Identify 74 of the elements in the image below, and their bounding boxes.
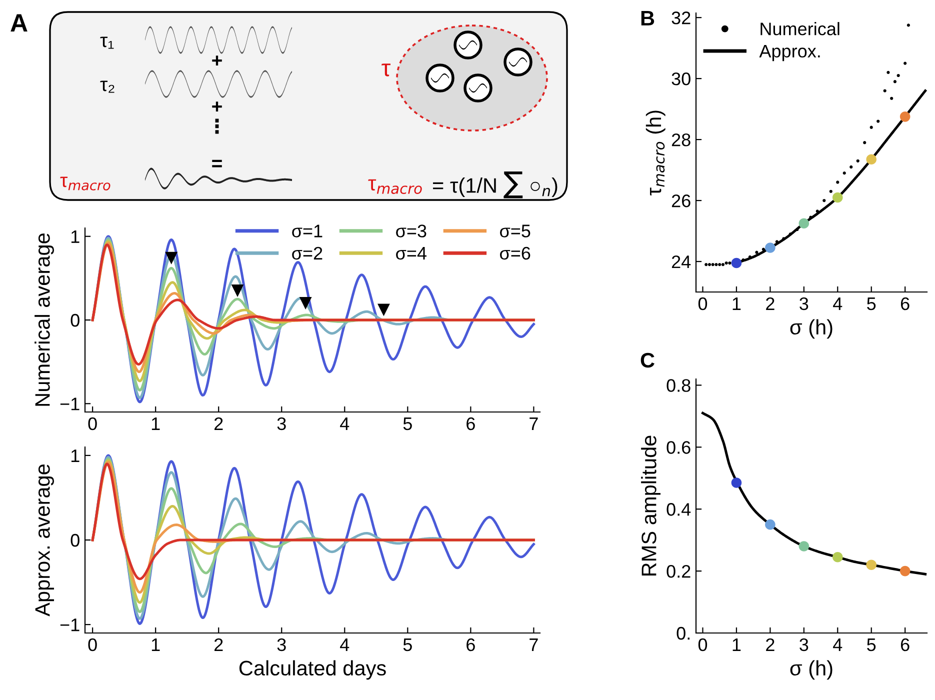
x-tick-label: 3 bbox=[277, 417, 286, 430]
y-axis-title: Approx. average bbox=[35, 464, 54, 616]
y-axis-title: RMS amplitude bbox=[641, 436, 660, 576]
x-tick-label: 2 bbox=[214, 638, 223, 651]
x-tick-label: 7 bbox=[530, 638, 538, 651]
y-tick-label: 26 bbox=[672, 194, 690, 208]
x-tick-label: 7 bbox=[530, 418, 538, 430]
y-tick-label: 0.6 bbox=[666, 441, 690, 454]
text: B bbox=[641, 11, 654, 26]
x-tick-label: 1 bbox=[732, 298, 741, 310]
y-tick-label: 0. bbox=[676, 626, 690, 640]
legend-label: σ=3 bbox=[396, 224, 426, 238]
y-tick-label: 0 bbox=[70, 314, 80, 327]
legend-label: σ=5 bbox=[500, 224, 530, 238]
text: τ$_{macro}$ bbox=[368, 179, 422, 194]
x-tick-label: 2 bbox=[766, 638, 774, 651]
text: ⋮ bbox=[215, 118, 219, 134]
legend-label: σ=1 bbox=[292, 224, 322, 238]
text: τ$_{macro}$ bbox=[60, 176, 110, 190]
x-tick-label: 4 bbox=[340, 418, 350, 430]
legend-label: Approx. bbox=[759, 44, 820, 62]
y-tick-label: 1 bbox=[71, 450, 80, 462]
x-tick-label: 4 bbox=[833, 638, 842, 651]
legend-label: σ=4 bbox=[396, 247, 426, 260]
y-axis-title: τ$_{macro}$ (h) bbox=[646, 110, 666, 196]
x-tick-label: 4 bbox=[833, 298, 842, 310]
text: = bbox=[212, 160, 222, 168]
legend-label: Numerical bbox=[760, 22, 840, 36]
x-tick-label: 0 bbox=[88, 417, 97, 430]
x-tick-label: 0 bbox=[88, 638, 97, 652]
x-tick-label: 6 bbox=[466, 638, 475, 652]
x-tick-label: 1 bbox=[152, 418, 160, 430]
y-tick-label: 30 bbox=[672, 72, 690, 86]
x-tick-label: 3 bbox=[277, 638, 286, 652]
y-tick-label: 1 bbox=[71, 230, 80, 243]
text: τ₂ bbox=[100, 80, 114, 93]
x-axis-title: σ (h) bbox=[790, 319, 832, 339]
x-axis-title: σ (h) bbox=[790, 660, 832, 680]
y-tick-label: 24 bbox=[672, 255, 691, 268]
text: C bbox=[640, 352, 654, 368]
x-tick-label: 6 bbox=[466, 417, 475, 430]
text: = τ(1/N ∑ ○$_{n}$) bbox=[433, 171, 558, 198]
x-tick-label: 6 bbox=[900, 297, 910, 310]
legend-label: σ=2 bbox=[292, 246, 322, 260]
text: τ bbox=[382, 64, 390, 76]
y-tick-label: 0.2 bbox=[666, 564, 690, 578]
y-tick-label: 0.4 bbox=[666, 503, 691, 516]
x-tick-label: 2 bbox=[214, 417, 223, 430]
x-tick-label: 3 bbox=[800, 638, 808, 652]
x-tick-label: 1 bbox=[732, 638, 741, 651]
x-tick-label: 5 bbox=[403, 418, 412, 430]
x-axis-title: Calculated days bbox=[239, 660, 386, 680]
x-tick-label: 5 bbox=[867, 298, 876, 310]
x-tick-label: 4 bbox=[340, 638, 350, 651]
y-tick-label: 0.8 bbox=[666, 379, 690, 392]
text: τ₁ bbox=[100, 36, 114, 49]
y-axis-title: Numerical average bbox=[34, 233, 54, 406]
x-tick-label: 3 bbox=[800, 297, 808, 310]
x-tick-label: 5 bbox=[403, 638, 412, 652]
y-tick-label: −1 bbox=[60, 398, 80, 410]
x-tick-label: 1 bbox=[152, 638, 160, 651]
y-tick-label: 32 bbox=[672, 12, 690, 24]
text: + bbox=[212, 56, 222, 66]
x-tick-label: 0 bbox=[698, 638, 708, 652]
y-tick-label: 28 bbox=[672, 133, 690, 146]
x-tick-label: 0 bbox=[698, 297, 708, 310]
legend-label: σ=6 bbox=[500, 246, 530, 260]
x-tick-label: 5 bbox=[867, 638, 876, 652]
y-tick-label: −1 bbox=[60, 618, 80, 632]
x-tick-label: 2 bbox=[766, 297, 774, 310]
text: + bbox=[212, 102, 222, 112]
text: A bbox=[10, 14, 28, 32]
x-tick-label: 6 bbox=[900, 638, 910, 652]
y-tick-label: 0 bbox=[70, 534, 80, 547]
